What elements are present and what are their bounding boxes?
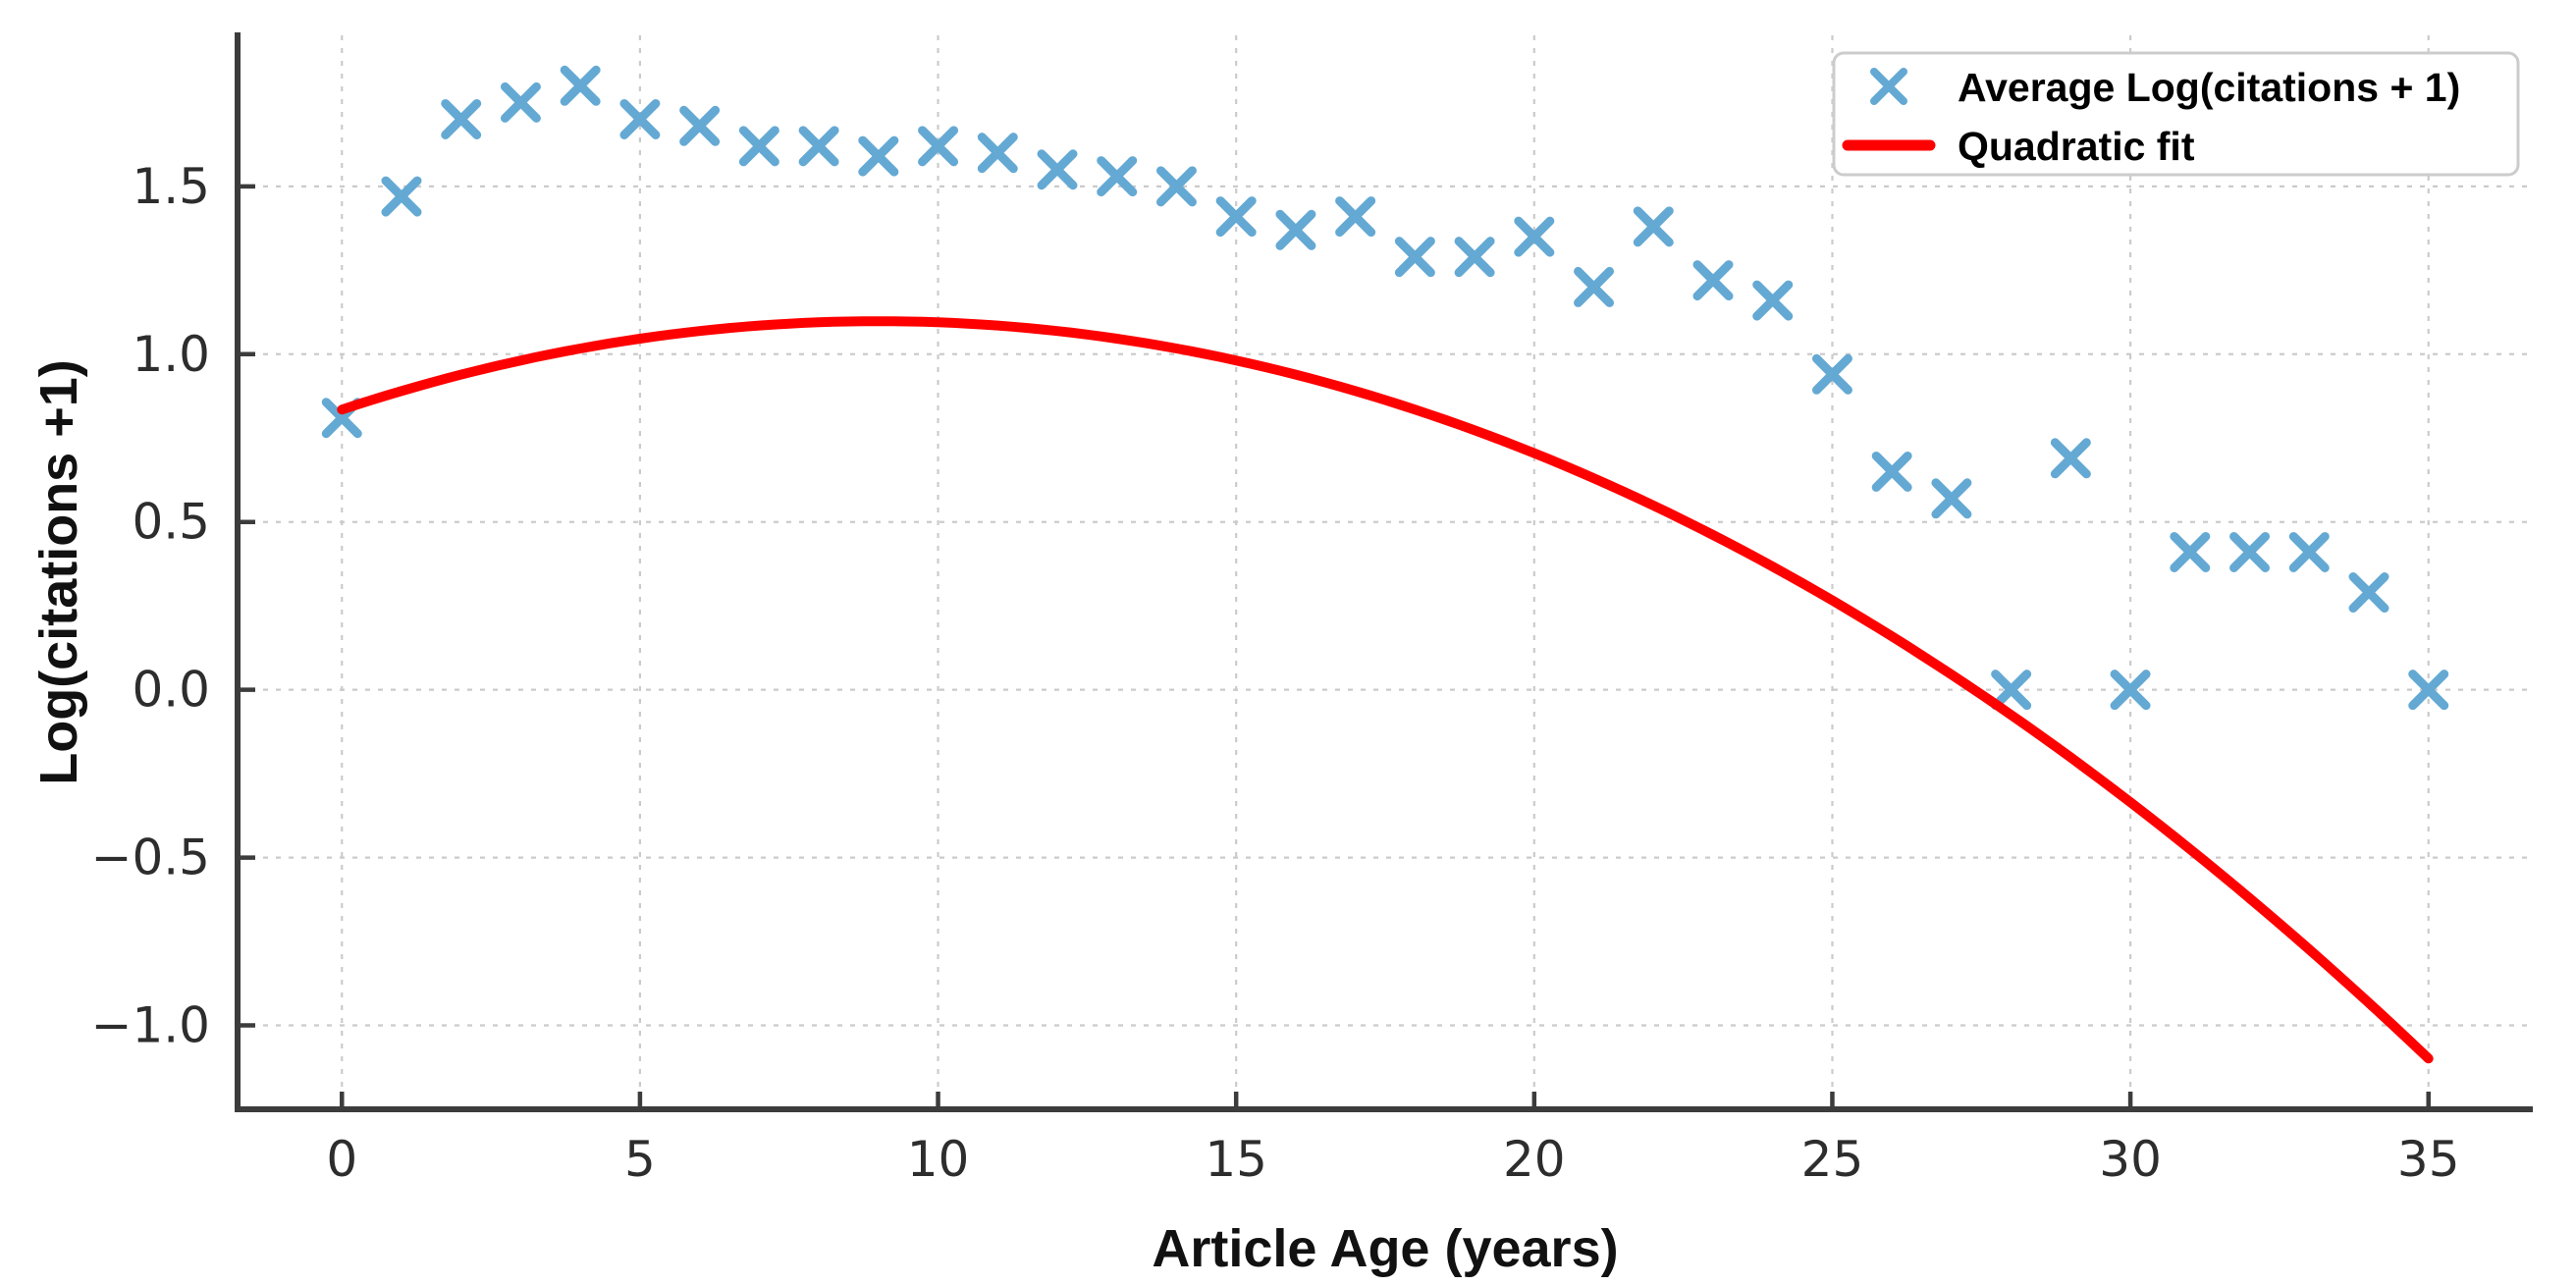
scatter-x-marker: [1514, 216, 1555, 257]
scatter-x-marker: [1871, 451, 1912, 492]
scatter-x-marker: [560, 65, 601, 106]
scatter-x-marker: [2050, 438, 2091, 479]
x-tick-label: 10: [907, 1131, 970, 1188]
tick-labels: 0 5 10 15 20 25 30 35 −1.0 −0.5 0.0 0.5 1.0 1.5: [91, 158, 2460, 1188]
scatter-x-marker: [1275, 209, 1316, 250]
axes-spines-ticks: [235, 32, 2533, 1112]
scatter-x-marker: [1335, 196, 1376, 238]
scatter-x-marker: [2110, 670, 2151, 711]
scatter-x-marker: [2170, 531, 2211, 572]
y-tick-label: 1.0: [132, 326, 210, 383]
scatter-x-marker: [1097, 156, 1138, 197]
y-tick-label: −0.5: [91, 830, 210, 886]
scatter-x-marker: [381, 176, 422, 217]
legend-x-marker-icon: [1870, 68, 1907, 105]
plot-series: [321, 65, 2449, 1064]
scatter-x-marker: [441, 98, 482, 139]
scatter-x-marker: [1155, 166, 1197, 207]
scatter-x-marker: [798, 126, 839, 167]
y-tick-label: 0.0: [132, 662, 210, 719]
scatter-x-marker: [977, 133, 1018, 174]
scatter-x-marker: [1037, 149, 1078, 190]
scatter-x-marker: [679, 105, 721, 146]
scatter-x-marker: [738, 126, 779, 167]
y-tick-label: 0.5: [132, 494, 210, 551]
y-tick-label: 1.5: [132, 158, 210, 215]
gridlines: [238, 35, 2533, 1109]
scatter-x-marker: [858, 135, 899, 177]
scatter-x-marker: [2408, 670, 2449, 711]
scatter-x-marker: [619, 98, 661, 139]
legend: Average Log(citations + 1) Quadratic fit: [1832, 51, 2520, 177]
x-tick-label: 35: [2397, 1131, 2460, 1188]
scatter-x-marker: [918, 126, 959, 167]
quadratic-fit-line: [337, 316, 2434, 1064]
scatter-x-marker: [1574, 266, 1615, 307]
x-tick-label: 20: [1503, 1131, 1566, 1188]
scatter-x-marker: [1752, 280, 1794, 321]
x-tick-label: 15: [1205, 1131, 1267, 1188]
y-axis-label: Log(citations +1): [29, 359, 88, 785]
scatter-x-marker: [1454, 237, 1495, 278]
x-axis-label: Article Age (years): [1152, 1219, 1618, 1278]
legend-entry-scatter-label: Average Log(citations + 1): [1958, 65, 2460, 110]
scatter-x-marker: [2229, 531, 2271, 572]
x-tick-label: 0: [326, 1131, 357, 1188]
scatter-x-marker: [1811, 353, 1852, 395]
scatter-x-marker: [500, 81, 541, 123]
scatter-x-marker: [1394, 237, 1435, 278]
x-tick-label: 30: [2099, 1131, 2162, 1188]
scatter-x-marker: [1215, 196, 1257, 238]
x-tick-label: 25: [1801, 1131, 1864, 1188]
y-tick-label: −1.0: [91, 997, 210, 1054]
scatter-x-marker: [1931, 478, 1972, 519]
scatter-x-marker: [1692, 260, 1734, 301]
x-tick-label: 5: [624, 1131, 656, 1188]
scatter-x-marker: [2348, 572, 2389, 614]
legend-box: [1832, 51, 2520, 177]
scatter-x-marker: [1633, 206, 1674, 247]
scatter-x-marker: [2288, 531, 2330, 572]
scatter-x-marker: [1991, 670, 2032, 711]
legend-entry-fit-label: Quadratic fit: [1958, 124, 2195, 169]
